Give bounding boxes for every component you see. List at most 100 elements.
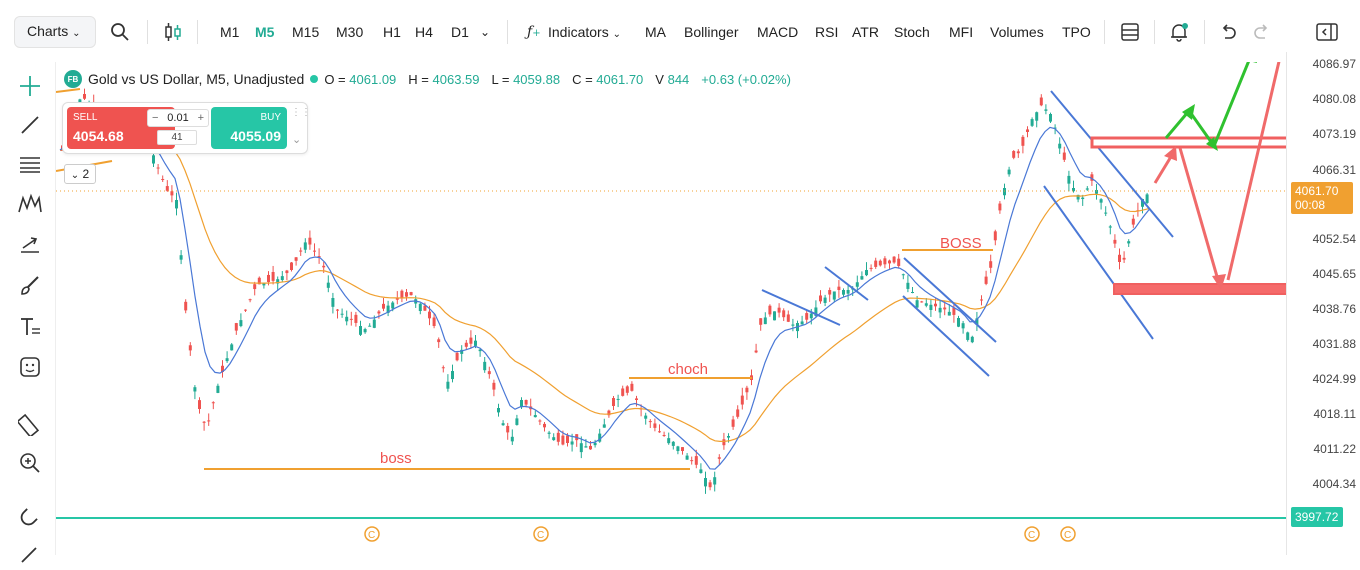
- candle-body: [662, 435, 666, 437]
- timeframe-m15[interactable]: M15: [292, 24, 320, 40]
- pattern-icon[interactable]: [14, 188, 46, 220]
- boss-annotation[interactable]: boss: [380, 450, 412, 467]
- support-zone[interactable]: [1113, 283, 1286, 295]
- candle-body: [418, 303, 422, 312]
- ruler-icon[interactable]: [14, 408, 46, 440]
- indicator-stoch[interactable]: Stoch: [894, 24, 930, 40]
- emoji-icon[interactable]: [14, 351, 46, 383]
- channel-line[interactable]: [903, 257, 997, 343]
- horizontal-lines-icon[interactable]: [14, 148, 46, 180]
- candle-body: [1085, 188, 1089, 190]
- magnet-icon[interactable]: [14, 500, 46, 532]
- event-marker-icon[interactable]: C: [364, 526, 380, 542]
- event-marker-icon[interactable]: C: [533, 526, 549, 542]
- candle-body: [198, 400, 201, 409]
- trendline-icon[interactable]: [14, 109, 46, 141]
- resistance-zone[interactable]: [1090, 136, 1286, 149]
- timeframe-h1[interactable]: H1: [383, 24, 401, 40]
- indicator-rsi[interactable]: RSI: [815, 24, 839, 40]
- charts-menu-button[interactable]: Charts ⌄: [14, 16, 96, 48]
- svg-text:C: C: [1064, 530, 1071, 541]
- crosshair-icon[interactable]: [14, 70, 46, 102]
- candle-body: [188, 345, 192, 351]
- timeframe-d1[interactable]: D1: [451, 24, 469, 40]
- buy-button[interactable]: BUY 4055.09: [211, 107, 287, 149]
- undo-icon[interactable]: [1216, 20, 1240, 44]
- pen-icon[interactable]: [14, 538, 46, 570]
- candle-body: [1044, 109, 1048, 111]
- candle-body: [437, 339, 441, 343]
- arrow-tool-icon[interactable]: [14, 228, 46, 260]
- redo-icon[interactable]: [1250, 20, 1274, 44]
- candle-body: [731, 419, 735, 427]
- candle-body: [1035, 112, 1039, 121]
- channel-line[interactable]: [1050, 90, 1174, 238]
- event-marker-icon[interactable]: C: [1060, 526, 1076, 542]
- indicator-volumes[interactable]: Volumes: [990, 24, 1044, 40]
- search-icon[interactable]: [108, 20, 132, 44]
- candle-body: [740, 395, 744, 405]
- candle-body: [782, 310, 786, 318]
- brush-icon[interactable]: [14, 270, 46, 302]
- panel-collapse-icon[interactable]: [1314, 20, 1340, 44]
- candle-body: [262, 283, 266, 286]
- candle-body: [570, 441, 574, 445]
- candle-body: [593, 442, 597, 446]
- candle-body: [308, 237, 312, 245]
- widget-chevron-down-icon[interactable]: ⌄: [292, 134, 302, 146]
- candle-body: [579, 443, 583, 453]
- indicator-macd[interactable]: MACD: [757, 24, 799, 40]
- symbol-name[interactable]: Gold vs US Dollar, M5, Unadjusted: [88, 71, 305, 87]
- indicator-mfi[interactable]: MFI: [949, 24, 974, 40]
- candle-type-icon[interactable]: [160, 20, 186, 44]
- timeframe-m1[interactable]: M1: [220, 24, 240, 40]
- candle-body: [745, 387, 749, 393]
- quantity-stepper[interactable]: − 0.01 +: [147, 109, 209, 127]
- price-chart[interactable]: boss choch BOSS C C C C: [56, 62, 1286, 555]
- candle-body: [566, 435, 569, 443]
- candle-body: [653, 423, 657, 428]
- event-marker-icon[interactable]: C: [1024, 526, 1040, 542]
- candle-body: [874, 260, 878, 267]
- collapse-indicators-button[interactable]: ⌄ 2: [64, 164, 96, 184]
- indicators-button[interactable]: Indicators ⌄: [548, 24, 621, 40]
- channel-line[interactable]: [761, 289, 841, 326]
- channel-line[interactable]: [902, 295, 990, 377]
- candle-body: [1067, 175, 1071, 184]
- candle-body: [253, 284, 257, 290]
- candle-body: [667, 438, 671, 444]
- indicator-atr[interactable]: ATR: [852, 24, 879, 40]
- candle-body: [211, 402, 215, 404]
- timeframe-m5[interactable]: M5: [255, 24, 275, 40]
- channel-line[interactable]: [824, 266, 869, 301]
- timeframe-h4[interactable]: H4: [415, 24, 433, 40]
- layout-icon[interactable]: [1118, 20, 1142, 44]
- price-axis-label: 4073.19: [1312, 127, 1356, 141]
- boss-upper-annotation[interactable]: BOSS: [940, 235, 982, 252]
- drag-handle-icon[interactable]: ⋮⋮: [291, 107, 311, 118]
- channel-line[interactable]: [1043, 185, 1154, 340]
- timeframe-more-chevron-icon[interactable]: ⌄: [480, 25, 491, 39]
- quantity-value[interactable]: 0.01: [167, 112, 189, 124]
- text-tool-icon[interactable]: [14, 311, 46, 343]
- price-axis[interactable]: 4086.97 4080.08 4073.19 4066.31 4052.54 …: [1286, 52, 1360, 555]
- candle-body: [1118, 254, 1121, 262]
- candle-body: [423, 305, 427, 311]
- zoom-icon[interactable]: [14, 447, 46, 479]
- minus-icon[interactable]: −: [152, 112, 159, 124]
- candle-body: [929, 304, 933, 310]
- red-arrowhead: [1212, 274, 1226, 290]
- indicator-ma[interactable]: MA: [645, 24, 666, 40]
- candle-body: [349, 318, 353, 320]
- alert-bell-icon[interactable]: [1166, 19, 1192, 45]
- indicator-tpo[interactable]: TPO: [1062, 24, 1091, 40]
- candle-body: [336, 309, 339, 311]
- candle-body: [363, 329, 367, 333]
- indicator-bollinger[interactable]: Bollinger: [684, 24, 739, 40]
- svg-text:C: C: [1028, 530, 1035, 541]
- timeframe-m30[interactable]: M30: [336, 24, 364, 40]
- plus-icon[interactable]: +: [197, 112, 204, 124]
- candle-body: [455, 352, 459, 361]
- choch-annotation[interactable]: choch: [668, 361, 708, 378]
- candle-body: [322, 265, 326, 268]
